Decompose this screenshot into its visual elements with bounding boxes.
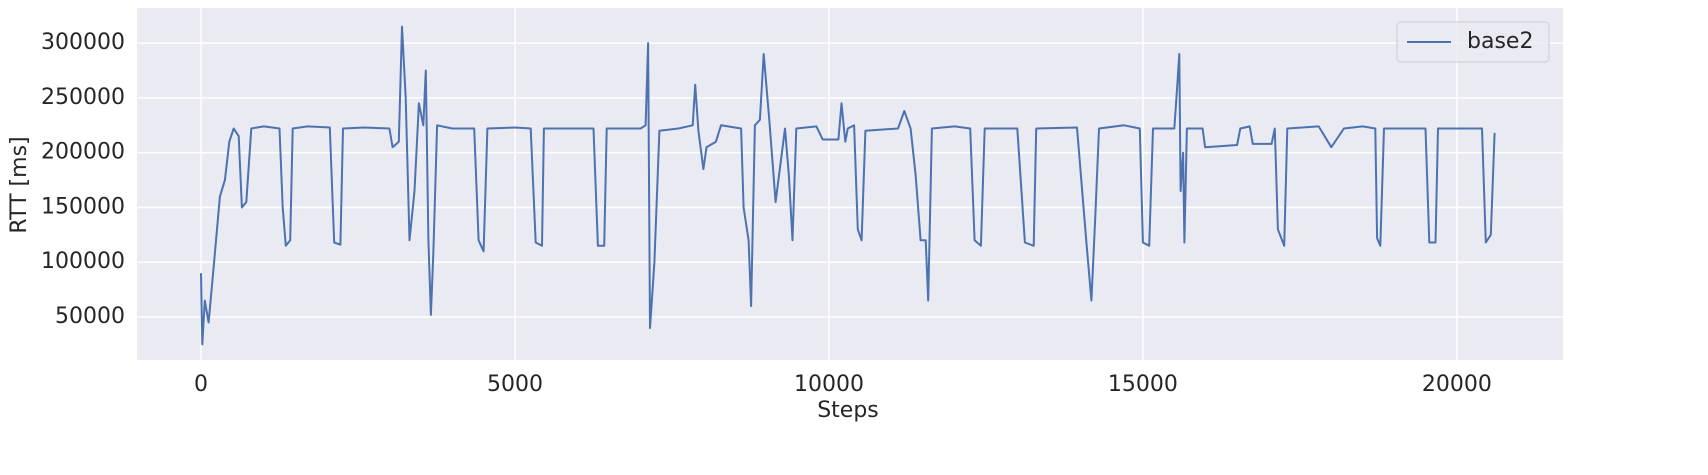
- y-tick-label: 100000: [41, 249, 125, 274]
- y-axis-label: RTT [ms]: [7, 136, 32, 233]
- y-tick-label: 50000: [55, 304, 125, 329]
- x-tick-label: 15000: [1108, 372, 1178, 397]
- x-tick-label: 0: [194, 372, 208, 397]
- x-tick-label: 20000: [1422, 372, 1492, 397]
- legend-box: [1396, 21, 1550, 63]
- line: [200, 25, 1496, 346]
- plot-area: [137, 8, 1563, 360]
- x-tick-label: 10000: [794, 372, 864, 397]
- y-tick-label: 250000: [41, 85, 125, 110]
- y-tick-label: 150000: [41, 194, 125, 219]
- x-axis-label: Steps: [817, 398, 879, 423]
- legend-label: base2: [1467, 29, 1533, 54]
- y-tick-label: 200000: [41, 140, 125, 165]
- y-tick-label: 300000: [41, 30, 125, 55]
- x-tick-label: 5000: [487, 372, 543, 397]
